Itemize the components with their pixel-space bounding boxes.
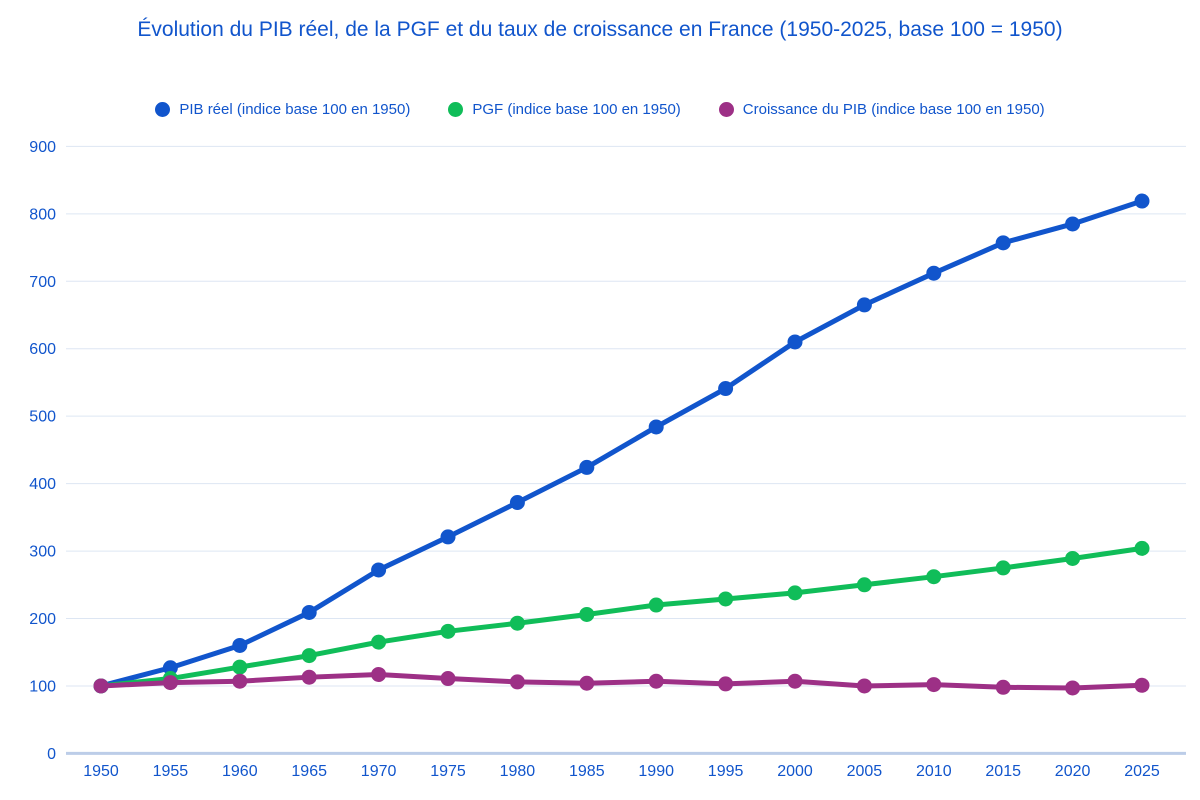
data-point-pib-reel (1134, 193, 1150, 209)
legend-marker-icon-croissance-pib (718, 102, 734, 117)
data-point-pgf (301, 648, 317, 664)
data-point-pgf (718, 591, 734, 607)
y-tick-label: 0 (47, 746, 56, 763)
y-tick-label: 800 (29, 206, 56, 223)
x-tick-label: 1975 (430, 763, 466, 780)
data-point-pgf (232, 659, 248, 675)
legend-item-croissance-pib: Croissance du PIB (indice base 100 en 19… (718, 101, 1045, 118)
data-point-pib-reel (162, 660, 178, 676)
y-tick-label: 500 (29, 409, 56, 426)
data-point-pib-reel (232, 637, 248, 653)
x-tick-label: 1955 (153, 763, 189, 780)
legend-item-pgf: PGF (indice base 100 en 1950) (448, 101, 681, 118)
series-line-pib-reel (98, 198, 1145, 689)
legend-label-pib-reel: PIB réel (indice base 100 en 1950) (179, 101, 411, 118)
y-tick-label: 200 (29, 611, 56, 628)
x-tick-label: 1960 (222, 763, 258, 780)
data-point-croissance-pib (162, 675, 178, 691)
legend-item-pib-reel: PIB réel (indice base 100 en 1950) (155, 101, 410, 118)
data-point-pib-reel (509, 495, 525, 511)
x-tick-label: 2010 (916, 763, 952, 780)
x-tick-label: 2000 (777, 763, 813, 780)
data-point-croissance-pib (995, 679, 1011, 695)
x-tick-label: 1970 (361, 763, 397, 780)
data-point-pgf (648, 597, 664, 613)
data-point-croissance-pib (232, 673, 248, 689)
series-line-pgf (98, 545, 1145, 689)
y-tick-label: 700 (29, 274, 56, 291)
legend-label-croissance-pib: Croissance du PIB (indice base 100 en 19… (742, 101, 1045, 118)
data-point-pgf (1065, 550, 1081, 566)
data-point-pgf (926, 569, 942, 585)
data-point-pib-reel (995, 235, 1011, 251)
data-point-pgf (856, 577, 872, 593)
x-tick-label: 1990 (638, 763, 674, 780)
data-point-croissance-pib (579, 675, 595, 691)
data-point-pgf (1134, 540, 1150, 556)
data-point-pgf (509, 615, 525, 631)
y-tick-label: 600 (29, 341, 56, 358)
legend-label-pgf: PGF (indice base 100 en 1950) (472, 101, 681, 118)
data-point-pgf (579, 606, 595, 622)
data-point-croissance-pib (93, 678, 109, 694)
data-point-croissance-pib (926, 677, 942, 693)
data-point-pib-reel (579, 459, 595, 475)
legend-marker-icon-pgf (448, 102, 464, 117)
x-tick-label: 2015 (985, 763, 1021, 780)
data-point-pib-reel (440, 529, 456, 545)
data-point-pib-reel (371, 562, 387, 578)
x-tick-label: 1950 (83, 763, 119, 780)
x-tick-label: 1980 (500, 763, 536, 780)
x-tick-label: 2020 (1055, 763, 1091, 780)
data-point-pgf (440, 623, 456, 639)
x-tick-label: 1965 (291, 763, 327, 780)
data-point-croissance-pib (301, 669, 317, 685)
data-point-pib-reel (1065, 216, 1081, 232)
data-point-croissance-pib (856, 678, 872, 694)
data-point-pib-reel (926, 265, 942, 281)
data-point-pgf (995, 560, 1011, 576)
data-point-croissance-pib (648, 673, 664, 689)
data-point-croissance-pib (509, 674, 525, 690)
data-point-pib-reel (787, 334, 803, 350)
data-point-pib-reel (301, 604, 317, 620)
data-point-croissance-pib (718, 676, 734, 692)
y-tick-label: 400 (29, 476, 56, 493)
x-tick-label: 2025 (1124, 763, 1160, 780)
chart-title: Évolution du PIB réel, de la PGF et du t… (137, 18, 1063, 41)
y-tick-label: 300 (29, 544, 56, 561)
series-line-croissance-pib (98, 671, 1145, 691)
y-tick-label: 900 (29, 139, 56, 156)
x-tick-label: 1985 (569, 763, 605, 780)
data-point-croissance-pib (1065, 680, 1081, 696)
x-tick-label: 2005 (847, 763, 883, 780)
data-point-pib-reel (856, 297, 872, 313)
data-point-pgf (787, 585, 803, 601)
data-point-pib-reel (718, 381, 734, 397)
data-point-pib-reel (648, 419, 664, 435)
x-tick-label: 1995 (708, 763, 744, 780)
data-point-croissance-pib (440, 671, 456, 687)
y-tick-label: 100 (29, 678, 56, 695)
chart-legend: PIB réel (indice base 100 en 1950) PGF (i… (0, 101, 1200, 118)
data-point-croissance-pib (371, 666, 387, 682)
data-point-croissance-pib (787, 673, 803, 689)
data-point-croissance-pib (1134, 677, 1150, 693)
data-point-pgf (371, 634, 387, 650)
legend-marker-icon-pib-reel (155, 102, 171, 117)
